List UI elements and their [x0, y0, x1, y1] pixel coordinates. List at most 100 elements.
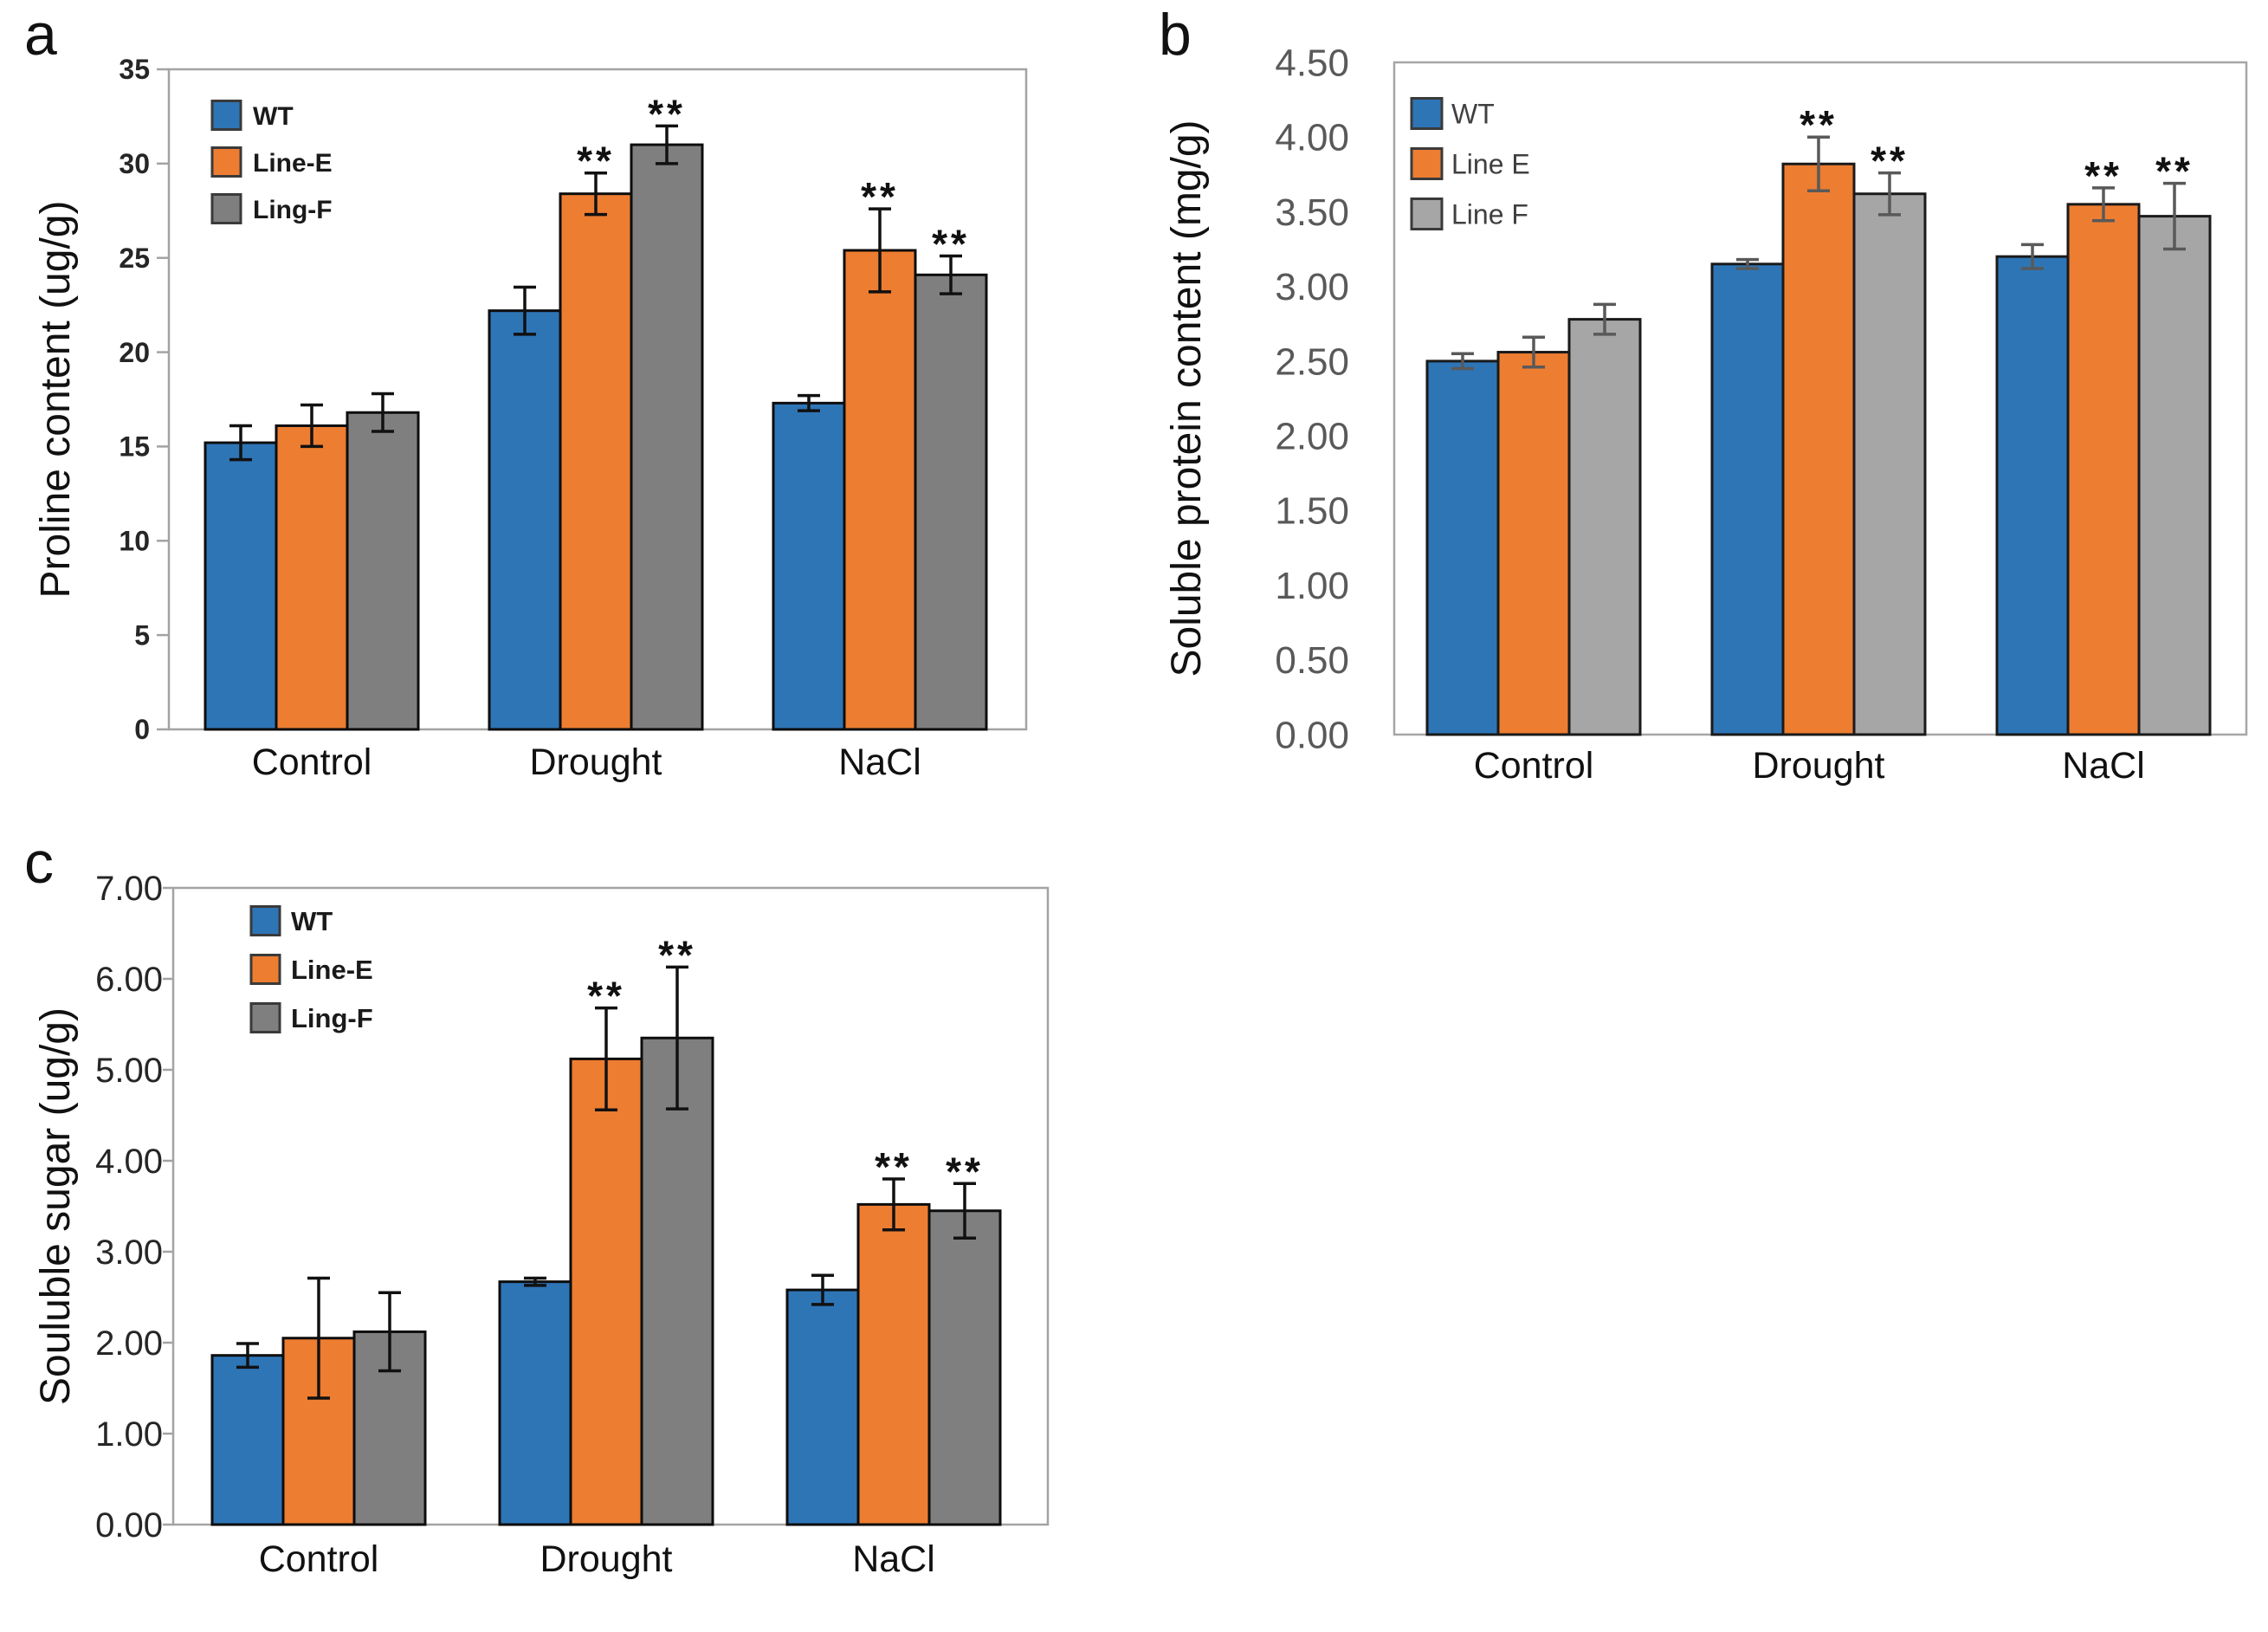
legend-label: Ling-F — [291, 1003, 373, 1033]
y-axis-title: Souluble sugar (ug/g) — [33, 1007, 79, 1405]
y-tick-label: 35 — [119, 54, 150, 85]
legend-item-Ling-F: Ling-F — [249, 1002, 373, 1033]
x-category-label-NaCl: NaCl — [838, 742, 921, 783]
legend-swatch — [249, 954, 281, 985]
y-tick-label: 4.00 — [1275, 117, 1349, 159]
y-axis-title: Soluble protein content (mg/g) — [1164, 120, 1210, 677]
significance-marker: ** — [875, 1144, 913, 1189]
legend-item-Ling-F: Ling-F — [210, 193, 333, 224]
bar-Line-E-Drought — [559, 192, 633, 731]
bar-WT-Control — [1425, 359, 1500, 736]
y-tick-label: 2.00 — [1275, 416, 1349, 458]
legend-item-Line-E: Line-E — [210, 146, 333, 178]
y-tick-label: 0 — [134, 714, 150, 745]
legend-label: Line F — [1451, 199, 1528, 230]
bar-Ling-F-Drought — [640, 1036, 714, 1526]
bar-WT-Control — [210, 1354, 285, 1526]
significance-marker: ** — [577, 139, 615, 184]
x-category-label-Drought: Drought — [540, 1538, 673, 1580]
bar-Line E-Drought — [1781, 162, 1856, 736]
x-category-label-Drought: Drought — [1753, 745, 1885, 787]
y-tick-label: 0.50 — [1275, 639, 1349, 682]
bar-Line-E-Drought — [569, 1057, 643, 1526]
significance-marker: ** — [587, 974, 625, 1019]
legend-swatch — [1410, 97, 1444, 130]
legend-label: Line E — [1451, 149, 1530, 180]
x-category-label-NaCl: NaCl — [2062, 745, 2145, 787]
y-tick-label: 3.50 — [1275, 191, 1349, 234]
significance-marker: ** — [648, 91, 686, 136]
x-category-label-NaCl: NaCl — [852, 1538, 935, 1580]
panel-c-letter: c — [24, 830, 54, 896]
bar-Ling-F-Control — [346, 411, 420, 731]
bar-Ling-F-NaCl — [914, 273, 988, 731]
bar-Line F-Control — [1567, 318, 1642, 736]
y-tick-label: 1.00 — [1275, 565, 1349, 607]
bar-WT-Drought — [488, 309, 562, 731]
y-tick-label: 20 — [119, 337, 150, 368]
legend-swatch — [210, 193, 242, 224]
bar-Line E-Control — [1496, 351, 1571, 736]
panel-c: c 0.00 1.00 2.00 3.00 4.00 5.00 6.00 7.00 Soulub… — [0, 832, 1134, 1632]
chart-a-svg: 0 5 10 15 20 25 30 35 Proline content (ug/g) Cont… — [33, 54, 1028, 783]
y-tick-label: 1.00 — [95, 1415, 163, 1454]
y-tick-label: 3.00 — [95, 1234, 163, 1272]
y-tick-label: 15 — [119, 431, 150, 463]
y-tick-label: 1.50 — [1275, 490, 1349, 533]
significance-marker: ** — [658, 932, 696, 977]
chart-b-svg: 0.00 0.50 1.00 1.50 2.00 2.50 3.00 3.50 4.00 4.50… — [1164, 42, 2248, 787]
legend-swatch — [210, 146, 242, 178]
significance-marker: ** — [946, 1149, 984, 1194]
bar-Line-E-NaCl — [843, 249, 917, 731]
legend-label: Line-E — [253, 149, 333, 178]
bar-Line E-NaCl — [2066, 203, 2141, 736]
bar-Line-E-Control — [275, 424, 349, 731]
legend-label: WT — [1451, 99, 1495, 130]
y-tick-label: 5 — [134, 619, 150, 651]
legend-item-Line E: Line E — [1410, 147, 1530, 180]
panel-b: b 0.00 0.50 1.00 1.50 2.00 2.50 3.00 3.50 4.00 4.… — [1134, 0, 2268, 832]
chart-c-svg: 0.00 1.00 2.00 3.00 4.00 5.00 6.00 7.00 Souluble… — [33, 870, 1050, 1580]
legend-swatch — [1410, 198, 1444, 230]
y-tick-label: 3.00 — [1275, 266, 1349, 308]
y-tick-label: 4.00 — [95, 1143, 163, 1181]
y-tick-label: 7.00 — [95, 870, 163, 908]
chart-a-proline-content: 0 5 10 15 20 25 30 35 Proline content (ug/g) Cont… — [0, 0, 1134, 836]
bar-WT-Drought — [498, 1280, 572, 1526]
legend-swatch — [1410, 147, 1444, 180]
significance-marker: ** — [932, 222, 970, 267]
y-tick-label: 2.00 — [95, 1324, 163, 1363]
bar-Ling-F-NaCl — [927, 1209, 1002, 1526]
y-tick-label: 10 — [119, 525, 150, 556]
significance-marker: ** — [2155, 149, 2194, 194]
bar-Line F-NaCl — [2137, 215, 2212, 736]
bar-Line-E-NaCl — [856, 1202, 931, 1526]
bar-WT-NaCl — [1995, 255, 2070, 736]
legend-item-WT: WT — [249, 905, 333, 936]
bar-WT-NaCl — [785, 1288, 860, 1526]
y-tick-label: 30 — [119, 148, 150, 179]
legend-label: WT — [253, 102, 294, 131]
y-axis-title: Proline content (ug/g) — [33, 201, 79, 599]
bar-WT-NaCl — [772, 401, 846, 731]
bar-WT-Drought — [1710, 262, 1785, 736]
y-tick-label: 6.00 — [95, 961, 163, 999]
x-category-label-Control: Control — [252, 742, 372, 783]
panel-a-letter: a — [24, 2, 57, 68]
y-tick-label: 25 — [119, 243, 150, 274]
chart-c-soluble-sugar: 0.00 1.00 2.00 3.00 4.00 5.00 6.00 7.00 Souluble… — [0, 832, 1134, 1632]
x-category-label-Drought: Drought — [530, 742, 662, 783]
legend-swatch — [249, 905, 281, 936]
chart-b-soluble-protein-content: 0.00 0.50 1.00 1.50 2.00 2.50 3.00 3.50 4.00 4.50… — [1134, 0, 2268, 836]
panel-a: a 0 5 10 15 20 25 30 35 Proline content (ug/g) Co… — [0, 0, 1134, 832]
significance-marker: ** — [1871, 139, 1909, 184]
legend-item-Line-E: Line-E — [249, 954, 373, 985]
legend-item-WT: WT — [210, 100, 294, 131]
x-category-label-Control: Control — [259, 1538, 379, 1580]
legend-item-WT: WT — [1410, 97, 1495, 130]
legend-item-Line F: Line F — [1410, 198, 1528, 230]
y-tick-label: 2.50 — [1275, 340, 1349, 383]
y-tick-label: 0.00 — [95, 1506, 163, 1545]
significance-marker: ** — [861, 174, 899, 219]
